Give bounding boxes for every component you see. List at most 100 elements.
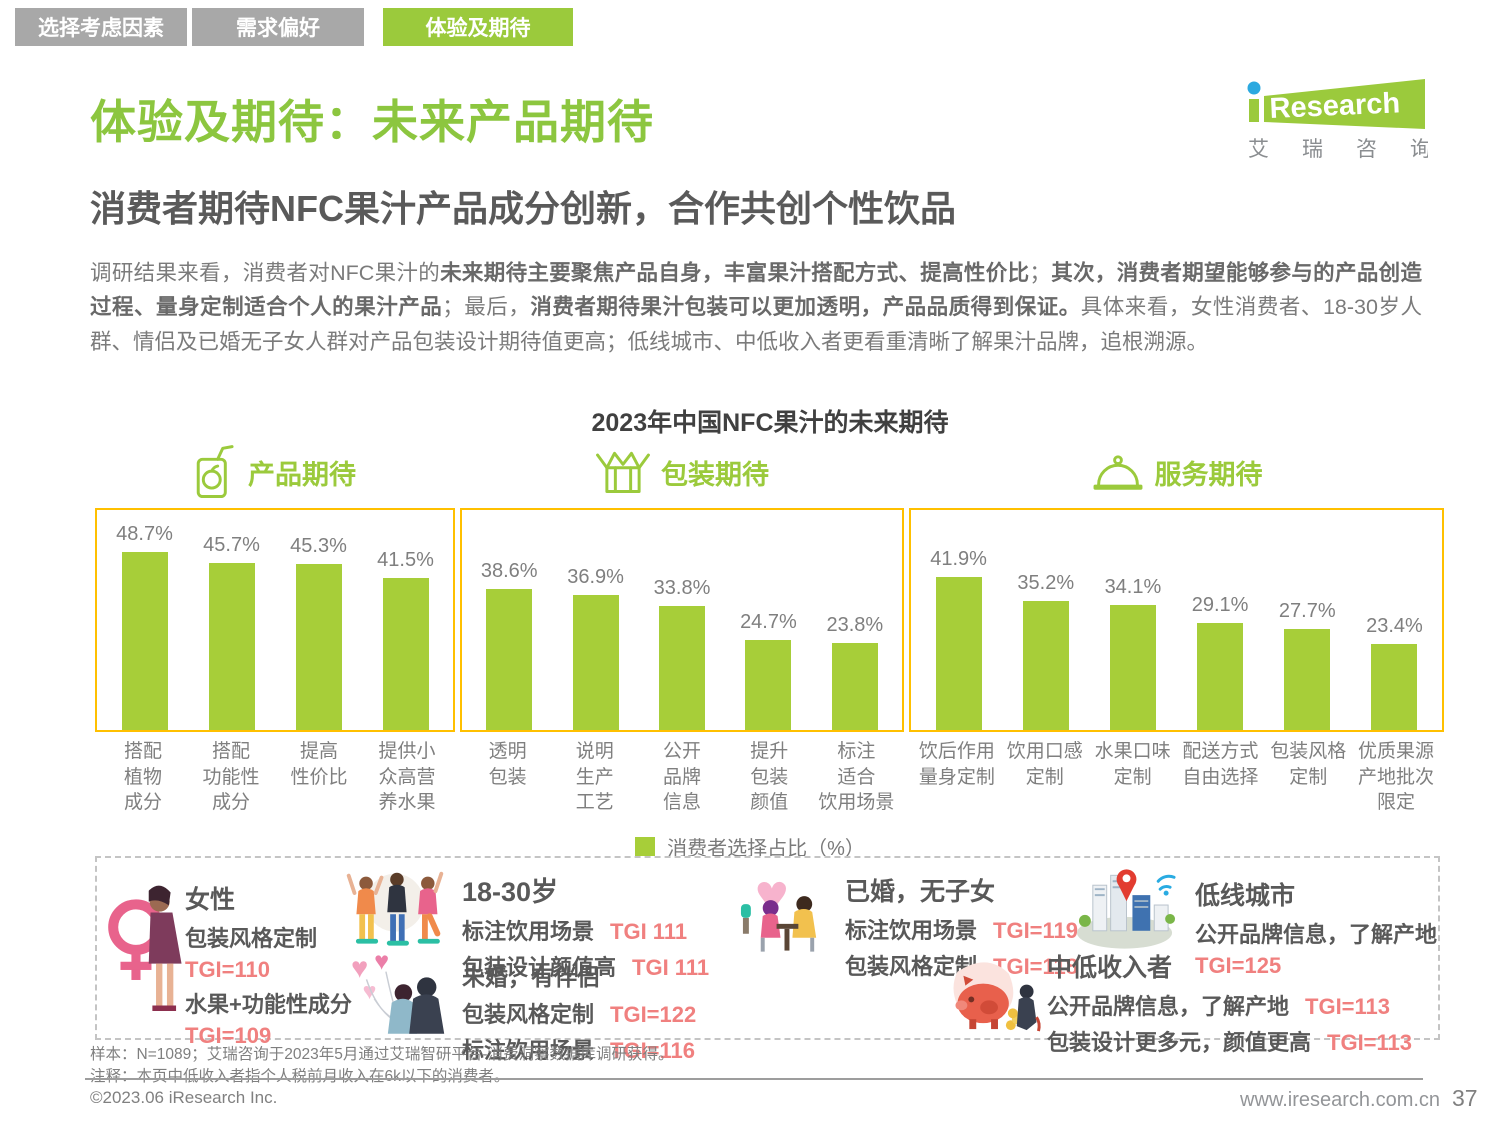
persona-married-no-children: 已婚，无子女 标注饮用场景 TGI=119 包装风格定制 TGI=118 xyxy=(845,872,1078,981)
website-link[interactable]: www.iresearch.com.cn xyxy=(1240,1089,1441,1111)
footnotes: 样本：N=1089；艾瑞咨询于2023年5月通过艾瑞智研平台-消费洞察数据库调研… xyxy=(90,1044,674,1089)
bar-cell: 38.6% xyxy=(466,560,552,730)
female-symbol-illustration xyxy=(108,885,182,1011)
bar-value-label: 41.9% xyxy=(930,548,987,570)
group-header-product: 产品期待 xyxy=(95,436,455,508)
bar xyxy=(121,552,168,730)
bars: 41.9% 35.2% 34.1% 29.1% 27.7% 23.4% xyxy=(911,510,1442,730)
category-label: 透明 包装 xyxy=(488,741,527,788)
svg-text:♥: ♥ xyxy=(363,978,377,1004)
persona-row: 包装风格定制 TGI=122 xyxy=(462,997,696,1029)
persona-tgi: TGI=122 xyxy=(610,1002,697,1027)
bar-value-label: 36.9% xyxy=(567,566,624,588)
persona-title: 未婚，有伴侣 xyxy=(462,964,600,990)
persona-tgi: TGI=125 xyxy=(1195,953,1282,978)
bar-cell: 23.8% xyxy=(812,614,898,730)
bar-value-label: 35.2% xyxy=(1017,572,1075,594)
bar-value-label: 45.7% xyxy=(203,534,260,556)
bar xyxy=(572,595,619,730)
bar-value-label: 48.7% xyxy=(116,523,173,545)
svg-text:♥: ♥ xyxy=(374,948,389,976)
iresearch-logo: Research 艾瑞咨询 xyxy=(1238,76,1431,169)
body-text: ； xyxy=(1029,261,1051,285)
city-illustration xyxy=(1076,869,1176,949)
persona-label: 公开品牌信息，了解产地 xyxy=(1195,922,1438,947)
category-label: 说明 生产 工艺 xyxy=(575,741,614,814)
section-tabs: 选择考虑因素 需求偏好 体验及期待 xyxy=(15,8,578,46)
persona-title: 女性 xyxy=(185,886,236,914)
group-header-service: 服务期待 xyxy=(909,436,1444,508)
persona-age-18-30: 18-30岁 标注饮用场景 TGI 111 包装设计颜值高 TGI 111 xyxy=(462,870,709,982)
chart-panel: 48.7% 45.7% 45.3% 41.5% xyxy=(95,508,455,732)
category-label: 饮后作用 量身定制 xyxy=(918,741,995,788)
tab-demand-preference[interactable]: 需求偏好 xyxy=(192,8,364,46)
bar-value-label: 34.1% xyxy=(1104,576,1162,598)
page-title: 体验及期待：未来产品期待 xyxy=(90,96,654,148)
persona-title: 已婚，无子女 xyxy=(845,878,996,906)
bar-cell: 33.8% xyxy=(639,577,725,730)
bar-cell: 36.9% xyxy=(552,566,638,730)
category-label: 饮用口感 定制 xyxy=(1006,741,1083,788)
legend-label: 消费者选择占比（%） xyxy=(667,838,865,860)
category-labels: 饮后作用 量身定制 饮用口感 定制 水果口味 定制 配送方式 自由选择 包装风格 定制优… xyxy=(909,732,1444,816)
persona-title: 低线城市 xyxy=(1195,882,1296,910)
persona-row: 包装设计更多元，颜值更高 TGI=113 xyxy=(1047,1025,1412,1057)
chart-group-packaging: 包装期待 38.6% 36.9% 33.8% 24.7% 23.8% 透明 包装 说明 生… xyxy=(460,436,904,816)
definition-note: 注释：本页中低收入者指个人税前月收入在6k以下的消费者。 xyxy=(90,1068,510,1086)
bar xyxy=(1284,629,1331,730)
bar-value-label: 33.8% xyxy=(653,577,711,599)
persona-tgi: TGI=110 xyxy=(185,957,271,982)
tab-selection-factors[interactable]: 选择考虑因素 xyxy=(15,8,187,46)
chart-title: 2023年中国NFC果汁的未来期待 xyxy=(591,409,949,437)
persona-label: 包装设计颜值高 xyxy=(462,955,617,980)
persona-tgi: TGI=113 xyxy=(1305,994,1391,1019)
bar-cell: 41.5% xyxy=(362,549,449,730)
persona-label: 水果+功能性成分 xyxy=(185,992,352,1017)
legend-swatch xyxy=(635,836,656,857)
persona-female: 女性 包装风格定制 TGI=110 水果+功能性成分 TGI=109 xyxy=(185,876,352,1049)
persona-low-tier-city: 低线城市 公开品牌信息，了解产地 TGI=125 xyxy=(1195,872,1437,979)
persona-label: 包装风格定制 xyxy=(185,926,318,951)
bar-value-label: 23.4% xyxy=(1366,615,1423,637)
category-label: 搭配 植物 成分 xyxy=(123,741,162,814)
bar xyxy=(745,640,792,730)
bar xyxy=(1371,644,1418,730)
persona-row: 公开品牌信息，了解产地 TGI=113 xyxy=(1047,989,1412,1021)
persona-insights-box: 女性 包装风格定制 TGI=110 水果+功能性成分 TGI=109 ♥ xyxy=(95,856,1440,1063)
bars: 38.6% 36.9% 33.8% 24.7% 23.8% xyxy=(462,510,902,730)
tab-experience-expectation[interactable]: 体验及期待 xyxy=(383,8,573,46)
wifi-icon xyxy=(1156,874,1176,896)
bar xyxy=(486,589,533,730)
body-text: 具体来看，女性消费者、18-30岁人群、情侣及已婚无子女人群对产品包装设计期待值… xyxy=(90,295,1422,354)
group-title: 包装期待 xyxy=(661,459,769,490)
chart-group-service: 服务期待 41.9% 35.2% 34.1% 29.1% 27.7% 23.4% 饮后作用… xyxy=(909,436,1444,816)
persona-row: 标注饮用场景 TGI=119 xyxy=(845,913,1078,945)
body-text-bold: 其次，消费者期望能够参与的产品创造过程、量身定制适合个人的果汁产品 xyxy=(90,261,1422,320)
svg-text:Research: Research xyxy=(1269,87,1401,125)
bar-value-label: 38.6% xyxy=(480,560,538,582)
chart-legend: 消费者选择占比（%） xyxy=(0,832,1500,861)
category-labels: 搭配 植物 成分 搭配 功能性 成分 提高 性价比 提供小 众高营 养水果 xyxy=(95,732,455,816)
persona-label: 公开品牌信息，了解产地 xyxy=(1047,994,1290,1019)
page-number: 37 xyxy=(1452,1085,1478,1111)
footer-divider xyxy=(85,1078,1423,1080)
bar xyxy=(295,564,342,730)
category-label: 配送方式 自由选择 xyxy=(1182,741,1259,788)
bar-cell: 45.3% xyxy=(275,535,362,730)
open-box-icon xyxy=(596,451,650,493)
page-subtitle: 消费者期待NFC果汁产品成分创新，合作共创个性饮品 xyxy=(90,188,956,229)
category-label: 提升 包装 颜值 xyxy=(750,741,789,814)
svg-text:艾瑞咨询: 艾瑞咨询 xyxy=(1248,138,1428,161)
bar-cell: 29.1% xyxy=(1177,594,1264,730)
persona-row: 标注饮用场景 TGI 111 xyxy=(462,914,709,946)
persona-title: 18-30岁 xyxy=(462,877,559,907)
bar-cell: 48.7% xyxy=(101,523,188,730)
persona-label: 包装设计更多元，颜值更高 xyxy=(1047,1030,1312,1055)
juice-box-icon xyxy=(196,445,234,499)
body-text: ；最后， xyxy=(442,295,531,320)
persona-tgi: TGI 111 xyxy=(610,919,688,944)
persona-title: 中低收入者 xyxy=(1047,954,1173,982)
bar-cell: 35.2% xyxy=(1002,572,1089,730)
persona-tgi: TGI=119 xyxy=(993,918,1079,943)
